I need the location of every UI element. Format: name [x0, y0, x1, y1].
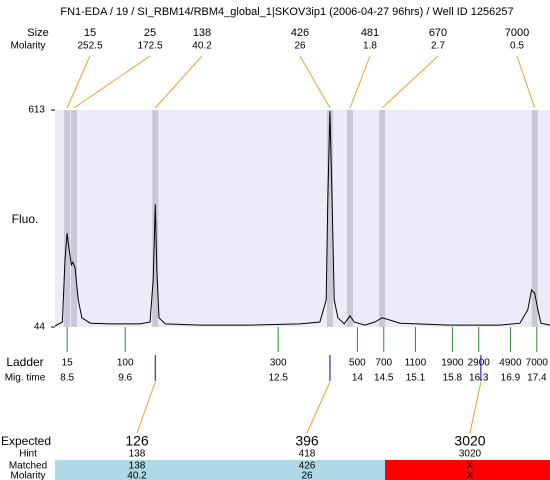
peak-link	[299, 55, 331, 109]
ladder-size: 4900	[499, 358, 522, 369]
y-tick-label: 44	[34, 322, 46, 333]
size-header: Size	[27, 27, 48, 39]
peak-size: 7000	[505, 27, 529, 39]
ladder-time: 9.6	[118, 373, 132, 384]
ladder-size: 7000	[526, 358, 549, 369]
ladder-time: 15.8	[443, 373, 463, 384]
ladder-time: 16.3	[469, 373, 489, 384]
peak-band	[326, 110, 333, 327]
expected-value: 396	[295, 433, 319, 449]
peak-band	[379, 110, 386, 327]
ladder-size: 15	[62, 358, 74, 369]
peak-molarity: 0.5	[510, 41, 524, 52]
peak-link	[154, 55, 203, 109]
hint-value: 418	[299, 449, 316, 460]
peak-link	[381, 55, 439, 109]
ladder-time: 16.9	[501, 373, 521, 384]
ladder-time: 12.5	[268, 373, 288, 384]
expected-link	[136, 381, 156, 434]
ladder-time: 14	[352, 373, 364, 384]
ladder-size: 1900	[441, 358, 464, 369]
peak-molarity: 26	[294, 41, 306, 52]
plot-area	[55, 110, 550, 327]
peak-molarity: 172.5	[137, 41, 162, 52]
ladder-size: 100	[117, 358, 134, 369]
chart-title: FN1-EDA / 19 / SI_RBM14/RBM4_global_1|SK…	[60, 6, 513, 18]
peak-link	[66, 55, 91, 109]
ladder-time: 14.5	[374, 373, 394, 384]
molarity-value: 26	[301, 471, 313, 480]
ladder-size: 500	[349, 358, 366, 369]
expected-value: 3020	[454, 433, 485, 449]
trace	[54, 111, 550, 327]
peak-size: 15	[84, 27, 96, 39]
y-tick-label: 613	[28, 105, 45, 116]
hint-label: Hint	[19, 449, 37, 460]
ladder-time: 8.5	[60, 373, 74, 384]
expected-value: 126	[125, 433, 149, 449]
matched-value: 426	[299, 461, 316, 472]
peak-size: 481	[361, 27, 379, 39]
mig-time-label: Mig. time	[5, 373, 46, 384]
peak-band	[64, 110, 71, 327]
status-cell	[55, 460, 220, 480]
molarity-label: Molarity	[10, 471, 45, 480]
hint-value: 138	[129, 449, 146, 460]
peak-size: 670	[429, 27, 447, 39]
ladder-size: 700	[375, 358, 392, 369]
peak-link	[349, 55, 371, 109]
molarity-value: X	[467, 471, 474, 480]
ladder-label: Ladder	[6, 355, 43, 369]
status-cell	[385, 460, 550, 480]
expected-link	[306, 381, 331, 434]
molarity-value: 40.2	[127, 471, 147, 480]
peak-size: 138	[193, 27, 211, 39]
peak-link	[73, 55, 151, 109]
peak-size: 426	[291, 27, 309, 39]
peak-size: 25	[144, 27, 156, 39]
matched-value: X	[467, 461, 474, 472]
peak-link	[516, 55, 536, 109]
ladder-time: 15.1	[406, 373, 426, 384]
peak-molarity: 2.7	[431, 41, 445, 52]
expected-label: Expected	[1, 434, 51, 448]
ladder-size: 2900	[468, 358, 491, 369]
hint-value: 3020	[459, 449, 482, 460]
ladder-size: 1100	[405, 358, 427, 369]
peak-band	[346, 110, 353, 327]
matched-value: 138	[129, 461, 146, 472]
peak-molarity: 252.5	[77, 41, 102, 52]
peak-molarity: 1.8	[363, 41, 377, 52]
ladder-time: 17.4	[527, 373, 547, 384]
peak-band	[70, 110, 77, 327]
matched-label: Matched	[9, 461, 47, 472]
expected-link	[469, 381, 482, 434]
peak-band	[531, 110, 538, 327]
peak-molarity: 40.2	[192, 41, 212, 52]
y-axis-label: Fluo.	[12, 212, 39, 226]
molarity-header: Molarity	[10, 41, 45, 52]
status-cell	[220, 460, 385, 480]
ladder-size: 300	[270, 358, 287, 369]
